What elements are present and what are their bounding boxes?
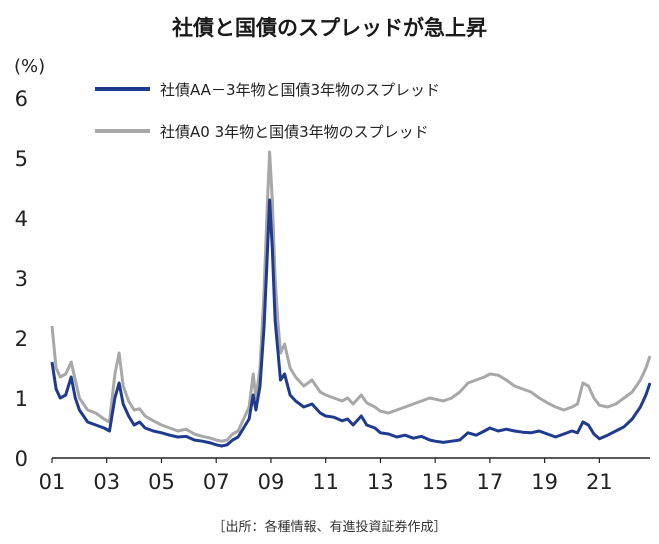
x-tick-label: 01 (39, 470, 66, 494)
x-tick-label: 05 (148, 470, 175, 494)
x-tick-label: 11 (312, 470, 339, 494)
x-tick-label: 13 (367, 470, 394, 494)
x-tick-label: 03 (93, 470, 120, 494)
y-tick-label: 2 (15, 327, 28, 351)
y-tick-label: 0 (15, 447, 28, 471)
legend-label-2: 社債A0 3年物と国債3年物のスプレッド (160, 123, 429, 141)
series-line-1 (50, 198, 652, 448)
x-tick-label: 17 (477, 470, 504, 494)
y-tick-label: 6 (15, 87, 28, 111)
x-tick-label: 21 (586, 470, 613, 494)
legend-label-1: 社債AA－3年物と国債3年物のスプレッド (160, 81, 440, 99)
y-tick-label: 1 (15, 387, 28, 411)
source-note: ［出所：各種情報、有進投資証券作成］ (212, 520, 447, 535)
y-tick-label: 4 (15, 207, 28, 231)
x-tick-label: 15 (422, 470, 449, 494)
y-tick-label: 3 (15, 267, 28, 291)
y-axis-unit-label: (%) (14, 56, 45, 77)
series-line-2 (50, 150, 652, 443)
y-tick-label: 5 (15, 147, 28, 171)
x-tick-label: 09 (258, 470, 285, 494)
chart-title: 社債と国債のスプレッドが急上昇 (172, 16, 487, 40)
x-tick-label: 19 (531, 470, 558, 494)
x-tick-label: 07 (203, 470, 230, 494)
